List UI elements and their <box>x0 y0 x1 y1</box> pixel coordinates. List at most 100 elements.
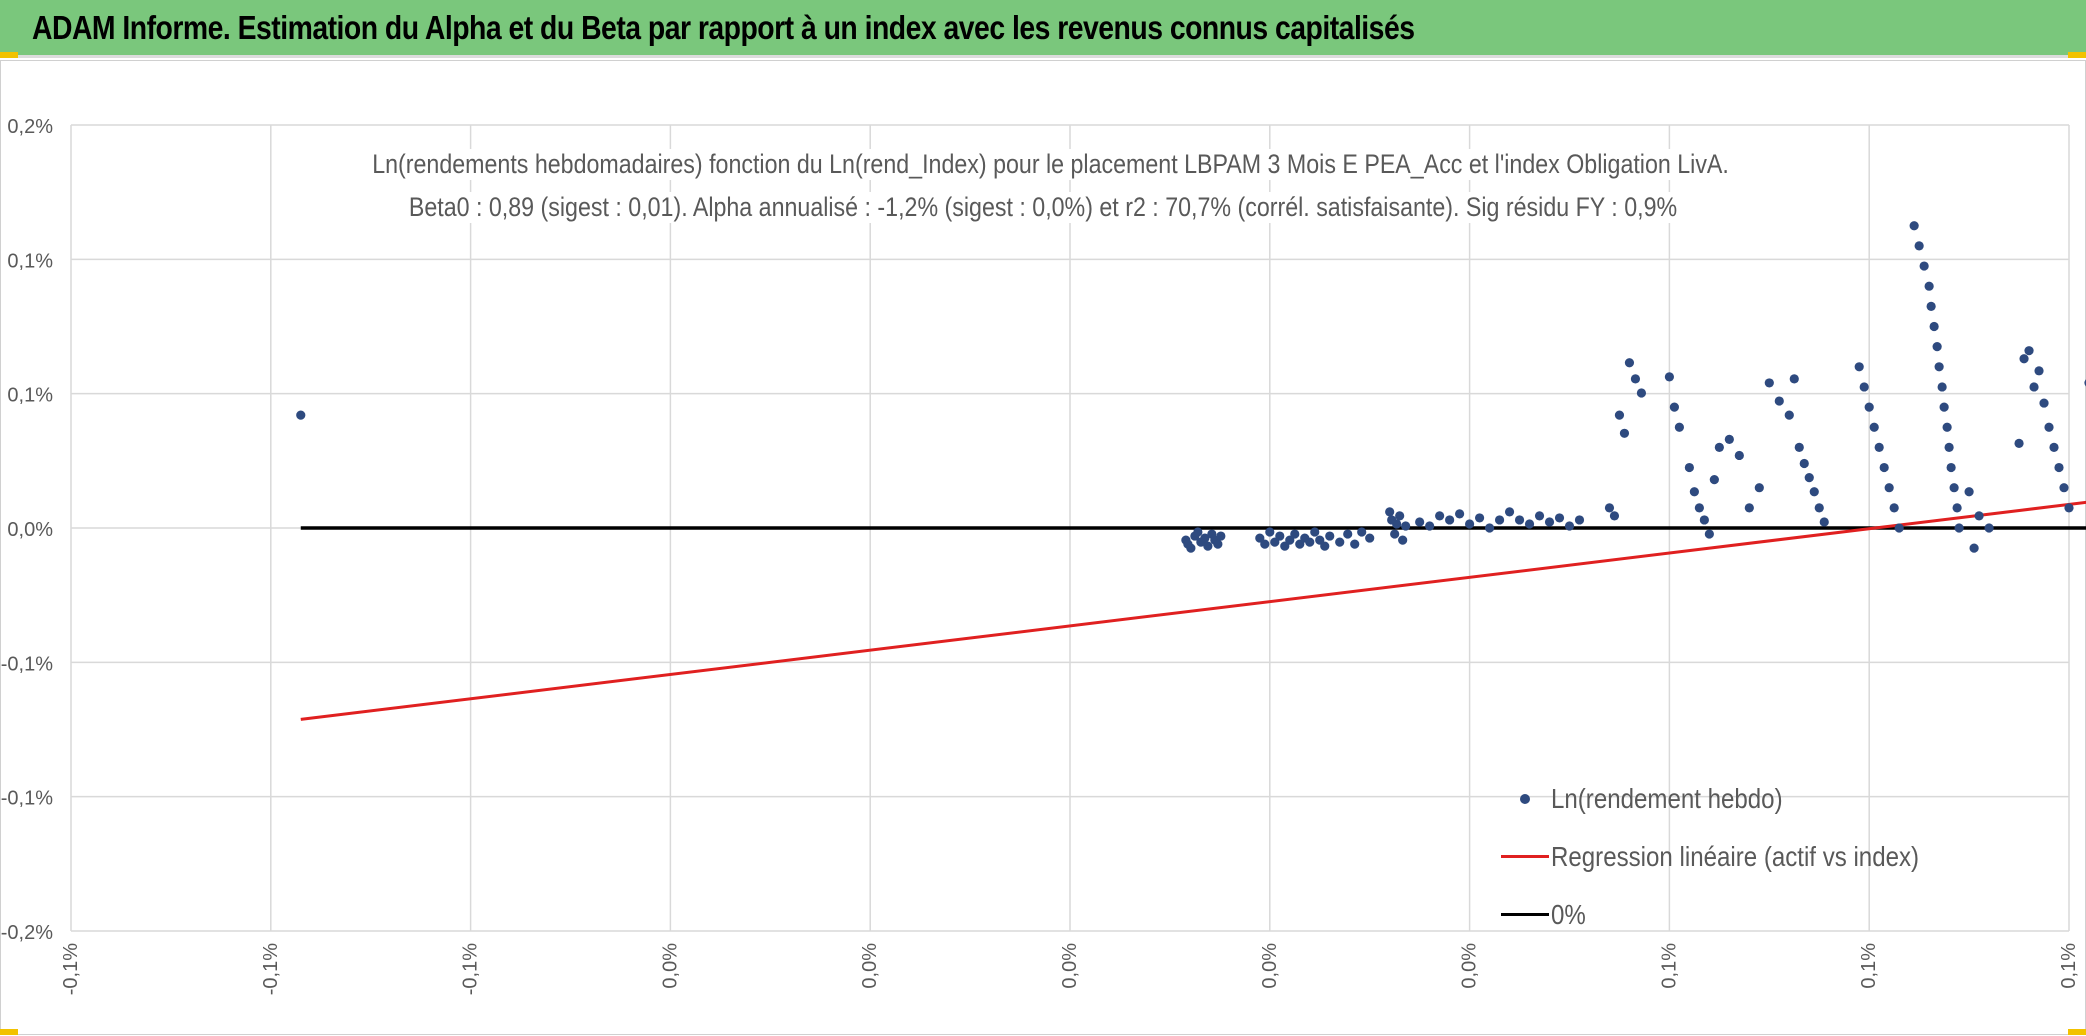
scatter-point <box>1305 537 1315 547</box>
x-axis-ticks: -0,1% -0,1% -0,1% 0,0% 0,0% 0,0% 0,0% 0,0% 0,1% 0… <box>60 943 2080 995</box>
scatter-point <box>1884 483 1894 493</box>
regression-line <box>300 500 2086 721</box>
scatter-point <box>1514 515 1525 525</box>
y-tick-label: 0,1% <box>7 250 53 272</box>
scatter-point <box>1554 513 1565 523</box>
scatter-point <box>1669 402 1679 412</box>
scatter-point <box>1774 396 1784 406</box>
scatter-point <box>1869 422 1879 432</box>
chart-title: Ln(rendements hebdomadaires) fonction du… <box>372 149 1729 180</box>
scatter-point <box>1744 503 1754 513</box>
scatter-marker-icon <box>1501 789 1549 809</box>
scatter-point <box>1609 511 1620 521</box>
scatter-point <box>1392 519 1402 529</box>
scatter-point <box>1285 535 1295 545</box>
y-tick-label: -0,1% <box>1 788 53 810</box>
scatter-point <box>1357 527 1367 537</box>
corner-marker <box>0 1029 18 1035</box>
scatter-point <box>1455 509 1465 519</box>
scatter-point <box>1564 521 1575 531</box>
scatter-point <box>1401 521 1411 531</box>
x-tick-label: 0,0% <box>859 943 881 989</box>
scatter-point <box>1265 527 1275 537</box>
y-tick-label: 0,2% <box>7 116 53 138</box>
scatter-point <box>2044 422 2054 432</box>
scatter-point <box>1604 503 1615 513</box>
scatter-point <box>1699 515 1709 525</box>
scatter-point <box>1270 537 1280 547</box>
scatter-point <box>1794 442 1804 452</box>
x-tick-label: 0,1% <box>1658 943 1680 989</box>
scatter-point <box>1974 511 1984 521</box>
scatter-point <box>1944 442 1954 452</box>
scatter-point <box>1524 519 1535 529</box>
scatter-point <box>1350 539 1360 549</box>
scatter-point <box>1932 342 1942 352</box>
scatter-point <box>1704 529 1714 539</box>
scatter-point <box>2054 462 2064 473</box>
scatter-point <box>1937 382 1947 392</box>
scatter-point <box>1385 507 1395 517</box>
scatter-point <box>1946 462 1956 473</box>
legend-label: Ln(rendement hebdo) <box>1551 783 1783 814</box>
x-tick-label: 0,1% <box>2058 943 2080 989</box>
y-axis-ticks: 0,2% 0,1% 0,1% 0,0% -0,1% -0,1% -0,2% <box>1 116 53 944</box>
scatter-point <box>1909 221 1919 231</box>
scatter-point <box>1494 515 1505 525</box>
scatter-point <box>1964 487 1974 497</box>
scatter-point <box>1203 541 1213 551</box>
scatter-point <box>1290 529 1300 539</box>
scatter-point <box>1734 450 1744 461</box>
legend-item-zero[interactable]: 0% <box>1501 895 1591 935</box>
scatter-point <box>1365 533 1375 543</box>
scatter-point <box>1484 523 1495 533</box>
scatter-point <box>1714 442 1724 452</box>
scatter-point <box>1425 521 1435 531</box>
legend-item-regression[interactable]: Regression linéaire (actif vs index) <box>1501 837 1979 877</box>
corner-marker <box>2068 52 2086 58</box>
scatter-point <box>1260 539 1270 549</box>
x-tick-label: 0,0% <box>1259 943 1281 989</box>
scatter-point <box>1504 507 1515 517</box>
scatter-point <box>1213 539 1223 549</box>
x-tick-label: 0,1% <box>1858 943 1880 989</box>
scatter-point <box>1193 527 1203 537</box>
scatter-point <box>1929 321 1939 332</box>
scatter-point <box>2024 346 2034 356</box>
scatter-point <box>1694 503 1704 513</box>
scatter-point <box>2064 503 2074 513</box>
scatter-point <box>1934 362 1944 372</box>
red-line-icon <box>1501 847 1549 867</box>
scatter-point <box>1630 374 1641 384</box>
scatter-point <box>1674 422 1684 432</box>
scatter-point <box>1949 483 1959 493</box>
scatter-point <box>1280 541 1290 551</box>
scatter-point <box>1914 241 1924 251</box>
legend-item-scatter[interactable]: Ln(rendement hebdo) <box>1501 779 1820 819</box>
scatter-point <box>1216 531 1226 541</box>
y-tick-label: -0,2% <box>1 922 53 944</box>
scatter-point <box>1275 531 1285 541</box>
scatter-point <box>1614 410 1625 420</box>
scatter-point <box>1859 382 1869 392</box>
scatter-point <box>1926 301 1936 311</box>
scatter-point <box>1942 422 1952 432</box>
scatter-point <box>296 410 306 420</box>
scatter-point <box>1398 535 1408 545</box>
chart-subtitle: Beta0 : 0,89 (sigest : 0,01). Alpha annu… <box>372 192 1714 223</box>
x-tick-label: 0,0% <box>1459 943 1481 989</box>
scatter-point <box>1764 378 1774 388</box>
scatter-point <box>2019 354 2029 364</box>
scatter-point <box>1784 410 1794 420</box>
page-title: ADAM Informe. Estimation du Alpha et du … <box>32 9 1415 46</box>
scatter-point <box>2014 438 2024 448</box>
scatter-point <box>1969 543 1979 553</box>
header-banner: ADAM Informe. Estimation du Alpha et du … <box>0 0 2086 58</box>
scatter-point <box>1624 358 1635 368</box>
legend-label: 0% <box>1551 899 1586 930</box>
scatter-series <box>296 221 2086 553</box>
scatter-point <box>1684 462 1694 473</box>
scatter-point <box>1435 511 1445 521</box>
scatter-point <box>1343 529 1353 539</box>
scatter-point <box>1939 402 1949 412</box>
